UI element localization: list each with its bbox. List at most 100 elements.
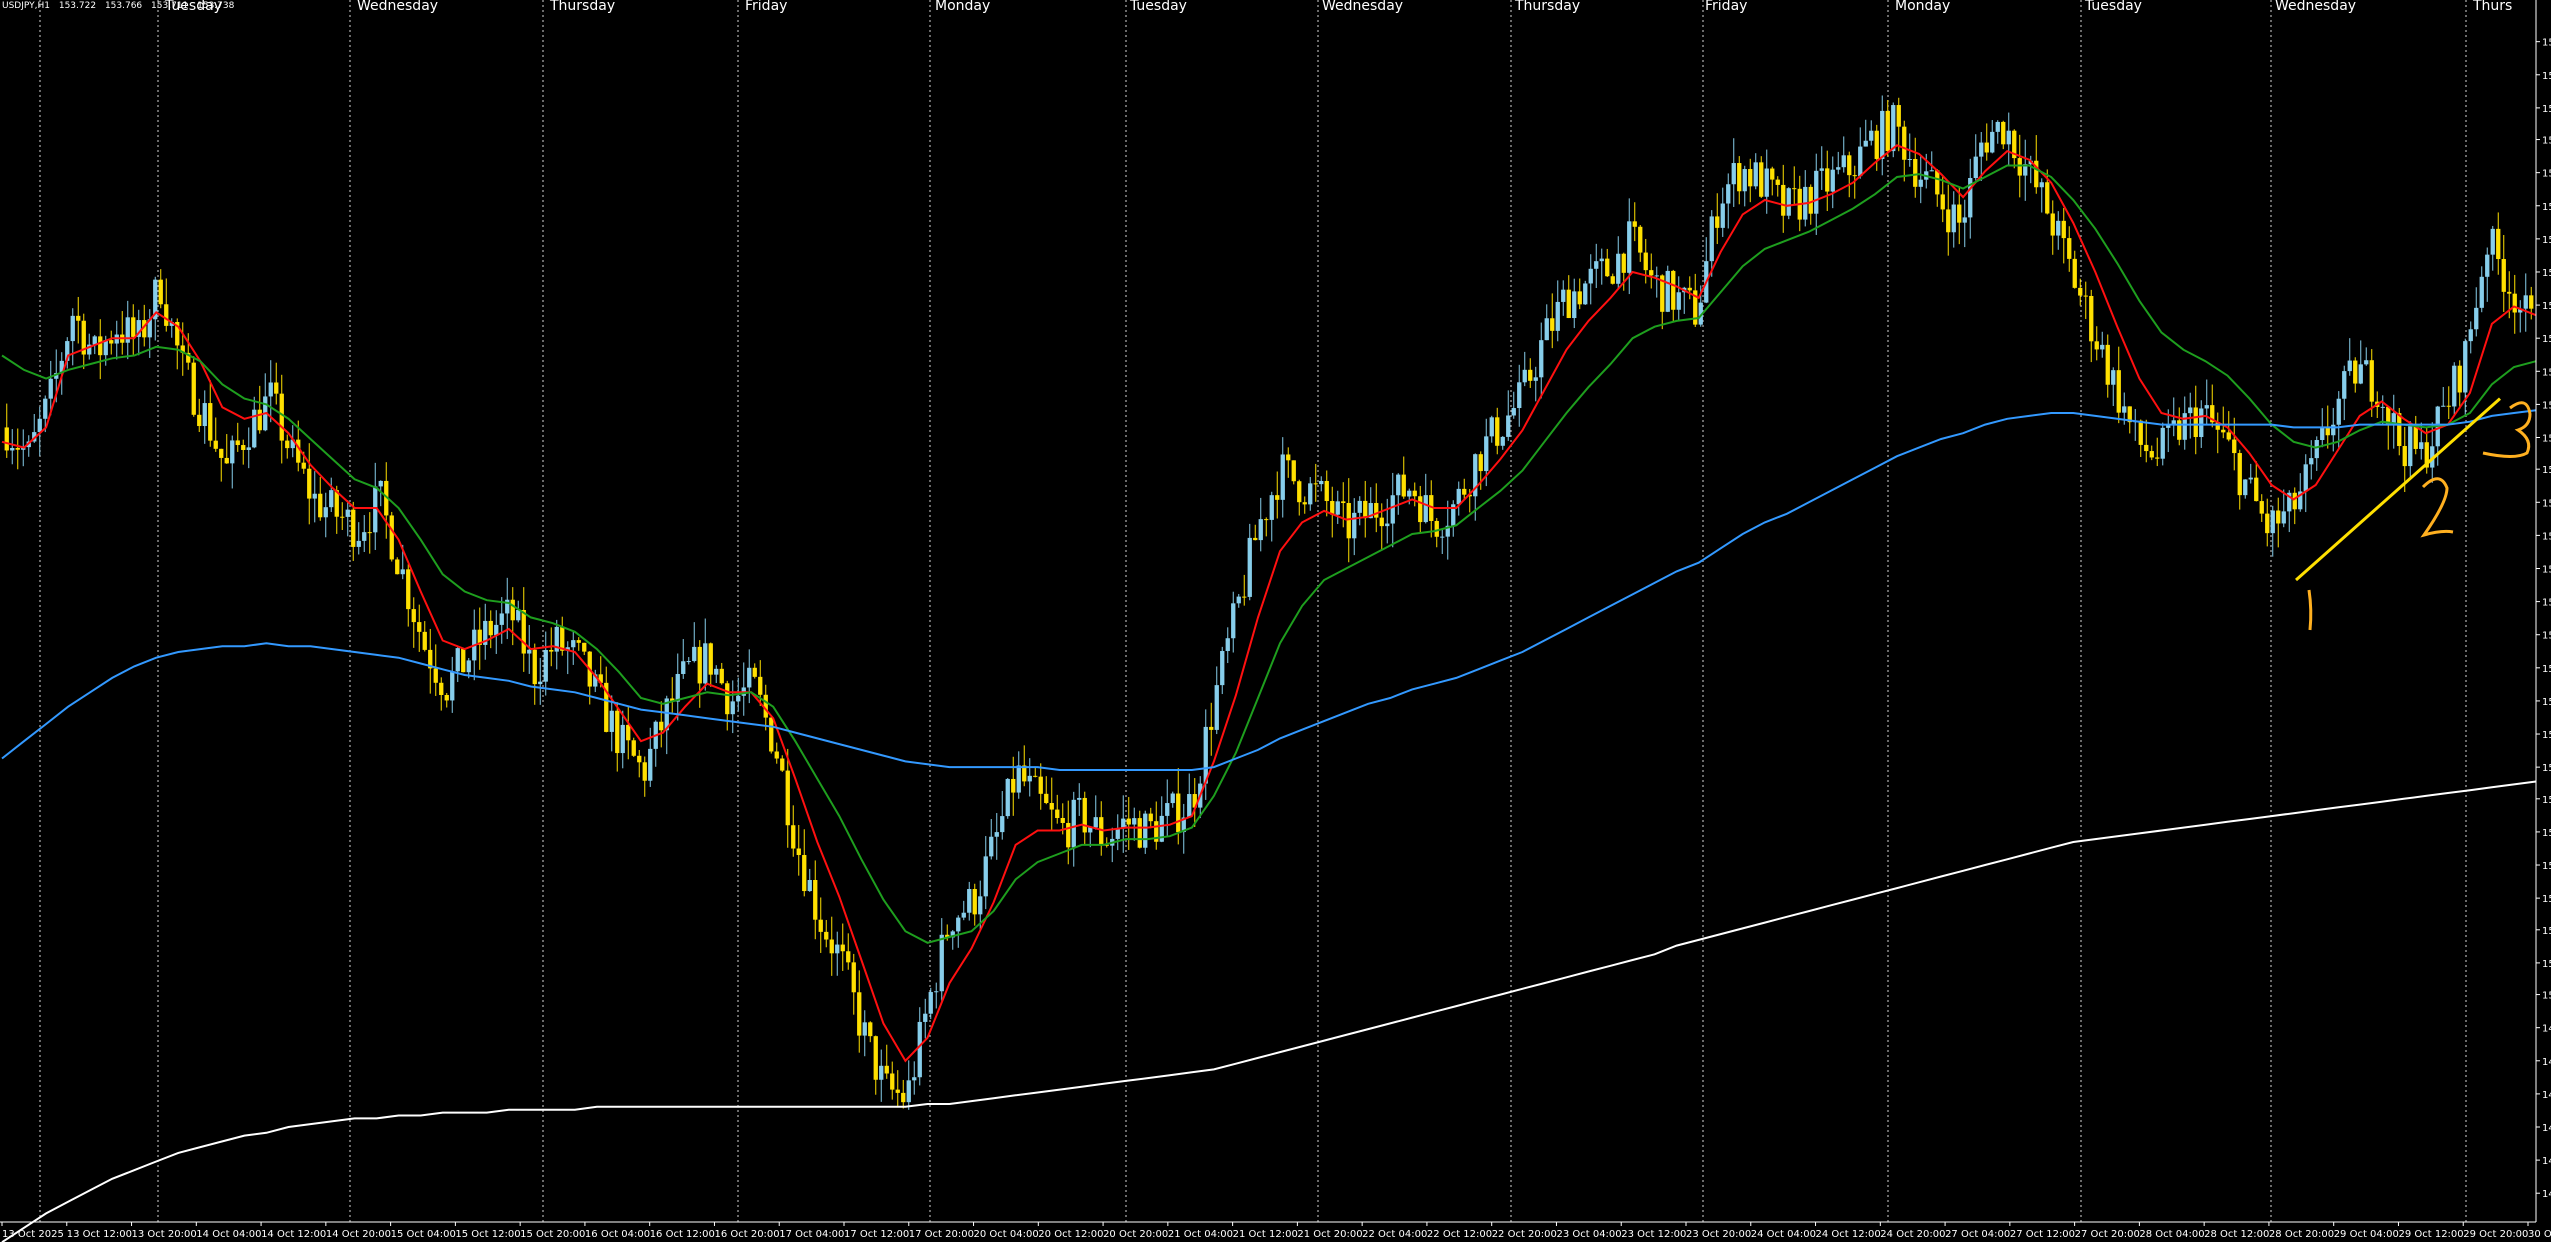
time-tick-label: 14 Oct 20:00: [326, 1229, 391, 1240]
time-tick-label: 15 Oct 12:00: [455, 1229, 520, 1240]
candle-body: [1022, 765, 1027, 782]
price-tick-label: 152.360: [2542, 334, 2551, 345]
candle-body: [2342, 371, 2347, 399]
candle-body: [791, 825, 796, 849]
time-tick-label: 27 Oct 04:00: [1945, 1229, 2010, 1240]
candle-body: [65, 341, 70, 361]
candle-body: [1445, 525, 1450, 537]
day-label: Wednesday: [357, 0, 438, 14]
candle-body: [2094, 341, 2099, 350]
time-tick-label: 17 Oct 12:00: [844, 1229, 909, 1240]
candle-body: [1407, 490, 1412, 497]
candle-body: [2012, 130, 2017, 159]
price-tick-label: 149.390: [2542, 1189, 2551, 1200]
candle-body: [2413, 426, 2418, 449]
candle-body: [1539, 340, 1544, 378]
time-tick-label: 20 Oct 20:00: [1103, 1229, 1168, 1240]
candle-body: [1462, 488, 1467, 495]
price-tick-label: 151.215: [2542, 664, 2551, 675]
price-tick-label: 150.080: [2542, 991, 2551, 1002]
candle-body: [1071, 799, 1076, 848]
candle-body: [510, 599, 515, 621]
candle-body: [527, 649, 532, 654]
candle-body: [1742, 169, 1747, 192]
candle-body: [961, 912, 966, 918]
candle-body: [2017, 158, 2022, 176]
candle-body: [4, 427, 9, 451]
candle-body: [1396, 474, 1401, 496]
time-tick-label: 20 Oct 04:00: [974, 1229, 1039, 1240]
time-axis[interactable]: 13 Oct 2025 13 Oct 12:00 13 Oct 20:00 14 Oc…: [0, 1221, 2551, 1240]
candle-body: [2347, 360, 2352, 372]
candle-body: [1671, 270, 1676, 310]
candle-body: [109, 340, 114, 344]
candle-body: [939, 934, 944, 992]
price-tick-label: 149.850: [2542, 1057, 2551, 1068]
candle-body: [2083, 295, 2088, 297]
moving-averages: [1, 144, 2537, 1242]
candle-body: [312, 493, 317, 499]
candle-body: [1176, 793, 1181, 833]
candle-body: [1011, 778, 1016, 793]
candle-body: [1269, 495, 1274, 520]
price-tick-label: 151.790: [2542, 498, 2551, 509]
candle-body: [2397, 413, 2402, 447]
candle-body: [1500, 436, 1505, 446]
candle-body: [884, 1065, 889, 1074]
candle-body: [1649, 270, 1654, 276]
candle-body: [76, 315, 81, 321]
candle-body: [2204, 405, 2209, 409]
candle-body: [241, 445, 246, 450]
candle-body: [2144, 444, 2149, 452]
candle-body: [835, 944, 840, 954]
candle-body: [1786, 188, 1791, 216]
candle-body: [1264, 519, 1269, 521]
candle-body: [2050, 213, 2055, 236]
price-axis[interactable]: 153.390 153.275 153.160 153.050 152.935 152.8…: [2535, 0, 2551, 1222]
candle-body: [934, 991, 939, 993]
candle-body: [37, 418, 42, 433]
time-tick-label: 15 Oct 04:00: [391, 1229, 456, 1240]
price-tick-label: 152.935: [2542, 169, 2551, 180]
candle-body: [1566, 289, 1571, 319]
candle-body: [252, 409, 257, 448]
price-tick-label: 150.190: [2542, 959, 2551, 970]
candle-body: [917, 1021, 922, 1078]
candle-body: [1440, 536, 1445, 538]
day-label: Monday: [935, 0, 990, 14]
time-tick-label: 17 Oct 04:00: [779, 1229, 844, 1240]
candle-body: [681, 661, 686, 674]
time-tick-label: 28 Oct 20:00: [2269, 1229, 2334, 1240]
candle-body: [631, 740, 636, 756]
candle-body: [1522, 369, 1527, 383]
price-tick-label: 151.330: [2542, 631, 2551, 642]
candle-body: [224, 457, 229, 464]
candle-body: [752, 667, 757, 677]
candle-body: [362, 532, 367, 541]
candle-body: [219, 448, 224, 458]
low-price: 153.711: [151, 1, 189, 11]
candle-body: [675, 673, 680, 702]
candle-body: [2226, 432, 2231, 440]
candle-body: [1478, 454, 1483, 472]
candle-body: [549, 649, 554, 652]
time-tick-label: 24 Oct 12:00: [1816, 1229, 1881, 1240]
candle-body: [1858, 146, 1863, 177]
candle-body: [87, 344, 92, 355]
candle-body: [2045, 182, 2050, 214]
candle-body: [2320, 426, 2325, 441]
candle-body: [1060, 817, 1065, 823]
candle-body: [2001, 121, 2006, 145]
candle-body: [1214, 685, 1219, 730]
candle-body: [1759, 162, 1764, 197]
candle-body: [1484, 436, 1489, 472]
day-label: Wednesday: [2275, 0, 2356, 14]
candle-body: [1099, 817, 1104, 845]
candle-body: [2270, 510, 2275, 534]
candle-body: [2276, 510, 2281, 524]
candle-body: [521, 609, 526, 654]
candle-body: [378, 480, 383, 487]
bid-price: 153.722: [58, 1, 97, 11]
trendline[interactable]: [2295, 397, 2501, 582]
